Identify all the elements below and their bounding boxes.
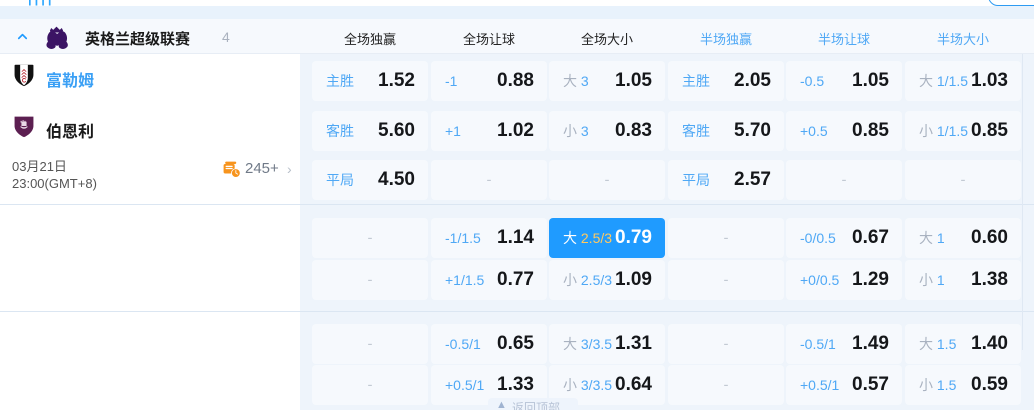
svg-text:C: C — [22, 78, 27, 84]
